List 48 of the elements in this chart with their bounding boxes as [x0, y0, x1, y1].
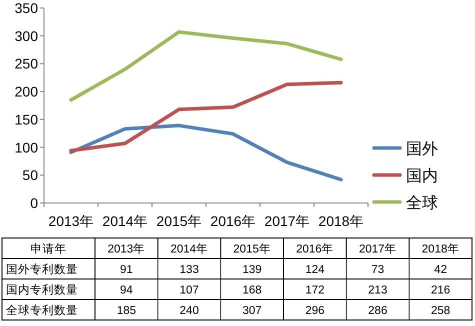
line-series — [69, 80, 343, 152]
data-label: 133 — [180, 264, 199, 276]
data-label: 286 — [368, 304, 388, 317]
data-label: 216 — [430, 284, 450, 296]
x-tick-label: 2015年 — [156, 213, 202, 229]
y-tick-label: 国外专利数量 — [6, 262, 78, 276]
data-label: 124 — [305, 264, 326, 276]
data-label: 139 — [242, 264, 262, 276]
legend-label: 国外 — [406, 141, 438, 158]
y-tick-label: 0 — [30, 195, 38, 211]
x-tick-label: 2013年 — [48, 213, 94, 229]
data-label: 168 — [242, 284, 262, 296]
y-tick-label: 200 — [14, 84, 38, 100]
y-tick-label: 全球专利数量 — [6, 304, 78, 317]
x-tick-label: 2014年 — [170, 242, 208, 256]
data-label: 107 — [180, 284, 199, 296]
data-label: 91 — [120, 264, 133, 276]
y-tick-label: 100 — [14, 139, 38, 156]
data-label: 94 — [120, 284, 134, 296]
y-tick-label: 国内专利数量 — [6, 283, 78, 296]
data-label: 213 — [368, 284, 388, 296]
data-label: 42 — [434, 264, 447, 276]
text: 申请年 — [30, 242, 66, 256]
y-tick-label: 350 — [14, 0, 38, 16]
y-tick-label: 250 — [14, 56, 38, 72]
legend-label: 国内 — [406, 167, 438, 185]
y-tick-label: 300 — [14, 28, 38, 44]
legend-label: 全球 — [406, 194, 438, 212]
line-series — [69, 124, 343, 182]
data-label: 307 — [242, 304, 262, 317]
data-label: 296 — [305, 304, 325, 317]
x-tick-label: 2017年 — [358, 242, 397, 256]
x-tick-label: 2014年 — [102, 213, 148, 229]
data-label: 185 — [116, 304, 136, 317]
y-tick-label: 150 — [14, 111, 38, 128]
y-tick-label: 50 — [22, 167, 38, 184]
x-tick-label: 2013年 — [108, 242, 146, 256]
data-label: 172 — [305, 284, 325, 296]
x-tick-label: 2017年 — [264, 213, 310, 229]
line-series — [69, 30, 343, 102]
data-label: 73 — [371, 264, 384, 276]
x-tick-label: 2018年 — [318, 213, 364, 229]
x-tick-label: 2018年 — [422, 242, 460, 256]
x-tick-label: 2016年 — [210, 213, 256, 229]
x-tick-label: 2015年 — [233, 242, 271, 256]
data-label: 240 — [180, 304, 199, 317]
data-label: 258 — [430, 304, 450, 317]
x-tick-label: 2016年 — [296, 242, 334, 256]
